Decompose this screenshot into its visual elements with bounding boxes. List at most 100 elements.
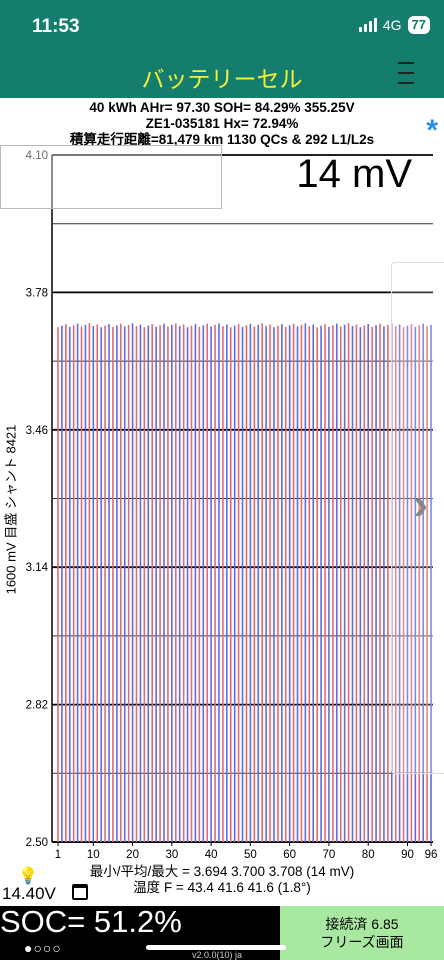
- cell-bar-84: [383, 326, 385, 842]
- cell-bar-83: [379, 323, 381, 842]
- soc-readout: SOC= 51.2%: [0, 904, 182, 939]
- chart-bars: [57, 323, 432, 843]
- star-icon[interactable]: *: [426, 114, 438, 147]
- aux-battery-voltage: 14.40V: [2, 884, 56, 903]
- cell-bar-60: [288, 325, 291, 842]
- cell-bar-55: [269, 324, 271, 842]
- status-time: 11:53: [32, 16, 80, 37]
- connection-button[interactable]: 接続済 6.85 フリーズ画面: [280, 906, 444, 960]
- info-line-vin: ZE1-035181 Hx= 72.94%: [145, 116, 299, 131]
- app-bar: バッテリーセル: [0, 52, 444, 98]
- cell-bar-79: [363, 325, 366, 842]
- cell-bar-51: [253, 326, 256, 842]
- cell-bar-92: [414, 326, 417, 842]
- battery-info: 40 kWh AHr= 97.30 SOH= 84.29% 355.25V ZE…: [0, 100, 444, 148]
- cell-bar-76: [351, 326, 354, 842]
- cell-bar-37: [198, 326, 201, 842]
- cell-bar-16: [116, 325, 118, 842]
- cell-bar-25: [151, 324, 154, 843]
- cell-bar-29: [167, 326, 169, 842]
- cell-bar-23: [143, 327, 146, 842]
- cell-bar-35: [190, 325, 193, 842]
- x-tick-label: 10: [87, 849, 100, 860]
- cell-bar-13: [104, 325, 106, 842]
- x-tick-label: 70: [323, 849, 336, 860]
- cell-bar-71: [332, 325, 334, 842]
- cell-bar-93: [418, 325, 421, 842]
- signal-icon: [358, 18, 377, 32]
- cell-bar-75: [347, 323, 350, 842]
- cell-bar-14: [108, 324, 110, 843]
- cell-bar-20: [131, 323, 134, 842]
- cell-stats: 最小/平均/最大 = 3.694 3.700 3.708 (14 mV) 温度 …: [0, 864, 444, 896]
- status-bar: 11:53 4G 77: [0, 0, 444, 52]
- cell-bar-64: [304, 323, 307, 842]
- cell-bar-68: [320, 325, 322, 842]
- cell-bar-21: [135, 326, 138, 842]
- cell-bar-45: [229, 327, 232, 842]
- y-axis-title: 1600 mV 目盛 シャント 8421: [3, 424, 19, 595]
- cell-bar-15: [112, 326, 114, 842]
- cell-bar-48: [241, 326, 244, 842]
- cell-bar-69: [324, 324, 326, 843]
- cell-bar-36: [194, 324, 197, 843]
- side-drawer-handle[interactable]: [391, 262, 444, 774]
- app-version: v2.0.0(10) ja: [192, 950, 243, 960]
- info-line-capacity: 40 kWh AHr= 97.30 SOH= 84.29% 355.25V: [89, 100, 355, 115]
- y-tick-label: 2.82: [26, 700, 48, 712]
- menu-icon[interactable]: [398, 62, 414, 84]
- network-type: 4G: [382, 17, 402, 33]
- y-tick-label: 3.78: [26, 287, 48, 299]
- cell-bar-56: [273, 327, 275, 842]
- chevron-right-icon[interactable]: ›: [413, 480, 428, 529]
- cell-bar-91: [410, 324, 413, 843]
- cell-bar-24: [147, 325, 150, 842]
- cell-bar-26: [155, 326, 157, 842]
- cell-bar-40: [210, 326, 212, 842]
- chart-x-ticks: 1 10 20 30 40 50 60 70 80 90 96: [55, 842, 437, 860]
- cell-bar-96: [430, 324, 432, 842]
- y-tick-label: 3.14: [26, 562, 49, 574]
- cell-bar-34: [186, 327, 189, 842]
- cell-bar-61: [292, 323, 295, 842]
- x-tick-label: 30: [165, 849, 178, 860]
- cell-bar-50: [249, 323, 252, 842]
- cell-bar-78: [359, 327, 362, 842]
- freeze-screen-label: フリーズ画面: [320, 934, 404, 950]
- cell-bar-42: [218, 323, 220, 842]
- cell-bar-32: [178, 326, 181, 842]
- cell-bar-41: [214, 324, 216, 842]
- cell-bar-2: [61, 325, 63, 842]
- home-indicator[interactable]: [146, 945, 286, 950]
- cell-bar-54: [265, 326, 267, 842]
- cell-bar-65: [308, 326, 311, 842]
- calendar-icon[interactable]: [72, 884, 88, 900]
- cell-bar-8: [84, 324, 87, 842]
- cell-bar-62: [296, 326, 299, 842]
- delta-mv-readout: 14 mV: [296, 152, 412, 196]
- page-title: バッテリーセル: [141, 66, 303, 92]
- lightbulb-icon[interactable]: 💡: [18, 868, 38, 885]
- cell-bar-72: [335, 323, 338, 842]
- cell-bar-67: [316, 327, 318, 842]
- cell-bar-12: [100, 327, 102, 842]
- temperature-stats: 温度 F = 43.4 41.6 41.6 (1.8°): [133, 880, 311, 895]
- cell-bar-19: [127, 324, 130, 842]
- cell-bar-53: [261, 323, 263, 842]
- x-tick-label: 40: [205, 849, 218, 860]
- cell-bar-47: [237, 324, 240, 843]
- cell-bar-11: [96, 324, 99, 842]
- cell-bar-52: [257, 324, 260, 842]
- x-tick-label: 90: [401, 849, 414, 860]
- page-indicator[interactable]: ●○○○: [24, 940, 62, 956]
- cell-bar-3: [65, 324, 67, 843]
- overlay-box: [0, 145, 222, 209]
- voltage-stats: 最小/平均/最大 = 3.694 3.700 3.708 (14 mV): [89, 864, 355, 879]
- cell-bar-81: [371, 326, 373, 842]
- y-tick-label: 3.46: [26, 425, 48, 437]
- cell-bar-89: [402, 327, 405, 842]
- cell-bar-27: [159, 325, 161, 842]
- x-tick-label: 20: [126, 849, 139, 860]
- cell-bar-5: [72, 325, 75, 842]
- cell-bar-95: [426, 326, 428, 842]
